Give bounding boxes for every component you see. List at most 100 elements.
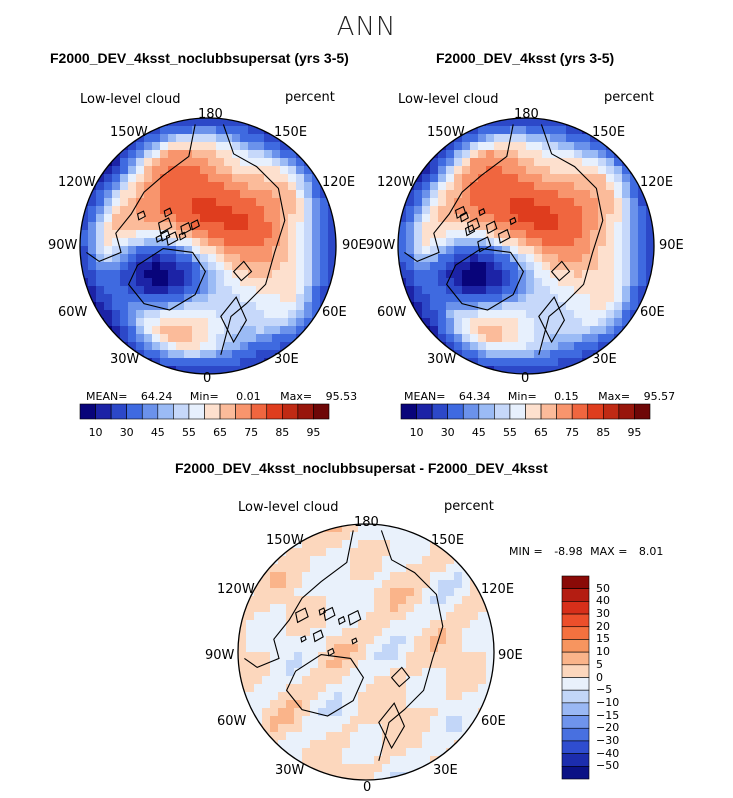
panel-2-cell — [598, 326, 607, 335]
panel-3-cell — [406, 572, 415, 581]
panel-1-cell — [240, 182, 249, 191]
panel-3-cell — [406, 628, 415, 637]
panel-1-colorbar-swatch — [219, 403, 236, 420]
panel-1-cell — [144, 158, 153, 167]
panel-3-cell — [310, 740, 319, 749]
panel-2-cell — [478, 270, 487, 279]
panel-2-cell — [446, 182, 455, 191]
panel-2-cell — [598, 222, 607, 231]
panel-3-cell — [294, 676, 303, 685]
panel-3-cell — [382, 772, 391, 780]
panel-3-cell — [454, 700, 463, 709]
panel-1-cell — [312, 254, 321, 263]
panel-3-cell — [438, 556, 447, 565]
panel-1-cell — [176, 262, 185, 271]
panel-2-cell — [486, 222, 495, 231]
panel-1-cell — [288, 158, 297, 167]
panel-2-cell — [598, 182, 607, 191]
panel-2-cell — [438, 278, 447, 287]
panel-2-cell — [574, 350, 583, 359]
panel-3-cell — [270, 684, 279, 693]
panel-3-cell — [390, 524, 399, 533]
panel-1-cell — [256, 174, 265, 183]
panel-1-cell — [184, 286, 193, 295]
panel-1-cell — [320, 254, 329, 263]
panel-2-cell — [414, 230, 423, 239]
panel-2-cell — [582, 326, 591, 335]
panel-3-cell — [374, 684, 383, 693]
panel-3-cell — [310, 652, 319, 661]
panel-1-cell — [280, 238, 289, 247]
arctic-island — [160, 229, 171, 242]
panel-1-cell — [264, 294, 273, 303]
panel-3-cell — [318, 628, 327, 637]
panel-1-cell — [104, 262, 113, 271]
panel-3-cell — [334, 580, 343, 589]
panel-2-cell — [582, 238, 591, 247]
panel-3-cell — [270, 716, 279, 725]
panel-3-lon-150e: 150E — [431, 533, 465, 548]
panel-3-cell — [366, 740, 375, 749]
panel-3-cell — [278, 628, 287, 637]
panel-1-cell — [184, 214, 193, 223]
panel-1-colorbar-swatch — [250, 403, 268, 420]
panel-3-cell — [366, 580, 375, 589]
panel-2-cell — [478, 262, 487, 271]
panel-3-cell — [478, 644, 487, 653]
panel-1-cell — [248, 134, 257, 143]
panel-1-cell — [256, 278, 265, 287]
panel-1-cell — [200, 278, 209, 287]
panel-1-cell — [248, 182, 257, 191]
panel-3-cell — [398, 756, 407, 765]
panel-2-cell — [414, 254, 423, 263]
panel-3-cell — [326, 676, 335, 685]
panel-2-cell — [510, 118, 519, 127]
panel-1-cell — [296, 238, 305, 247]
panel-3-cell — [374, 700, 383, 709]
panel-1-cell — [328, 238, 336, 247]
panel-3-cell — [270, 700, 279, 709]
panel-2-cell — [550, 142, 559, 151]
panel-2-cell — [638, 286, 647, 295]
panel-1-stats: MEAN= 64.24 Min= 0.01 Max= 95.53 — [86, 390, 357, 403]
panel-2-cell — [574, 158, 583, 167]
panel-1-cell — [96, 214, 105, 223]
panel-1-cell — [112, 206, 121, 215]
panel-3-cell — [334, 524, 343, 533]
panel-3-cell — [398, 540, 407, 549]
panel-2-cell — [518, 118, 527, 127]
panel-1-cell — [304, 294, 313, 303]
panel-3-cell — [414, 740, 423, 749]
panel-1-cell — [144, 150, 153, 159]
panel-1-cell — [288, 270, 297, 279]
panel-3-cell — [254, 644, 263, 653]
arctic-island — [157, 217, 173, 234]
panel-1-cell — [296, 294, 305, 303]
panel-1-cell — [112, 238, 121, 247]
panel-3-cell — [262, 588, 271, 597]
panel-1-cell — [160, 278, 169, 287]
panel-2-lon-90e: 90E — [659, 238, 684, 253]
panel-3-cell — [430, 604, 439, 613]
panel-3-cell — [342, 740, 351, 749]
panel-1-cell — [280, 158, 289, 167]
panel-2-cell — [438, 262, 447, 271]
panel-1-max-label: Max= — [280, 390, 313, 403]
panel-1-cell — [184, 318, 193, 327]
panel-1-cell — [104, 278, 113, 287]
panel-3-cell — [446, 692, 455, 701]
panel-1-cell — [120, 294, 129, 303]
panel-3-cell — [390, 748, 399, 757]
panel-3-cell — [302, 668, 311, 677]
panel-3-cell — [366, 724, 375, 733]
panel-1-cell — [224, 270, 233, 279]
panel-3-cell — [414, 660, 423, 669]
panel-3-cell — [414, 652, 423, 661]
panel-2-cell — [574, 126, 583, 135]
panel-3-cell — [278, 556, 287, 565]
panel-3-cell — [318, 596, 327, 605]
panel-3-variable-label: Low-level cloud — [238, 500, 339, 515]
panel-1-cell — [160, 326, 169, 335]
panel-3-cell — [374, 572, 383, 581]
